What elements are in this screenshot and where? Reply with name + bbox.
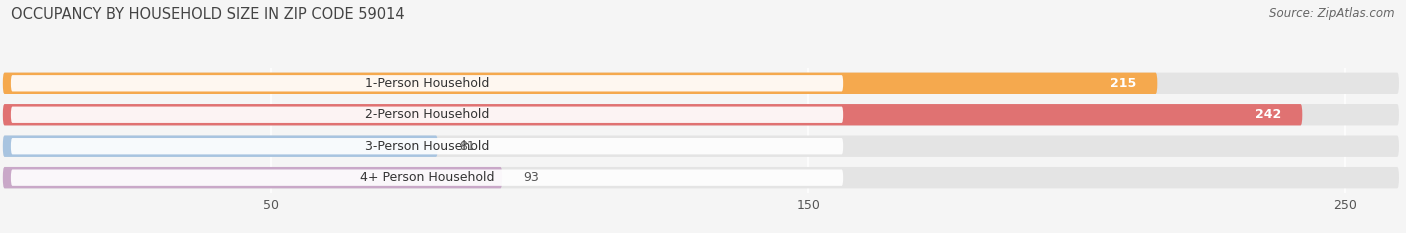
Text: 242: 242 <box>1254 108 1281 121</box>
Text: 1-Person Household: 1-Person Household <box>364 77 489 90</box>
Text: 2-Person Household: 2-Person Household <box>364 108 489 121</box>
FancyBboxPatch shape <box>3 73 1157 94</box>
FancyBboxPatch shape <box>11 169 844 186</box>
FancyBboxPatch shape <box>11 106 844 123</box>
Text: 3-Person Household: 3-Person Household <box>364 140 489 153</box>
Text: 81: 81 <box>460 140 475 153</box>
FancyBboxPatch shape <box>3 73 1399 94</box>
Text: 4+ Person Household: 4+ Person Household <box>360 171 495 184</box>
Text: 93: 93 <box>523 171 540 184</box>
FancyBboxPatch shape <box>3 136 437 157</box>
Text: 215: 215 <box>1109 77 1136 90</box>
FancyBboxPatch shape <box>3 167 502 188</box>
Text: OCCUPANCY BY HOUSEHOLD SIZE IN ZIP CODE 59014: OCCUPANCY BY HOUSEHOLD SIZE IN ZIP CODE … <box>11 7 405 22</box>
FancyBboxPatch shape <box>3 167 1399 188</box>
FancyBboxPatch shape <box>11 138 844 154</box>
FancyBboxPatch shape <box>3 104 1302 125</box>
FancyBboxPatch shape <box>11 75 844 92</box>
Text: Source: ZipAtlas.com: Source: ZipAtlas.com <box>1270 7 1395 20</box>
FancyBboxPatch shape <box>3 104 1399 125</box>
FancyBboxPatch shape <box>3 136 1399 157</box>
